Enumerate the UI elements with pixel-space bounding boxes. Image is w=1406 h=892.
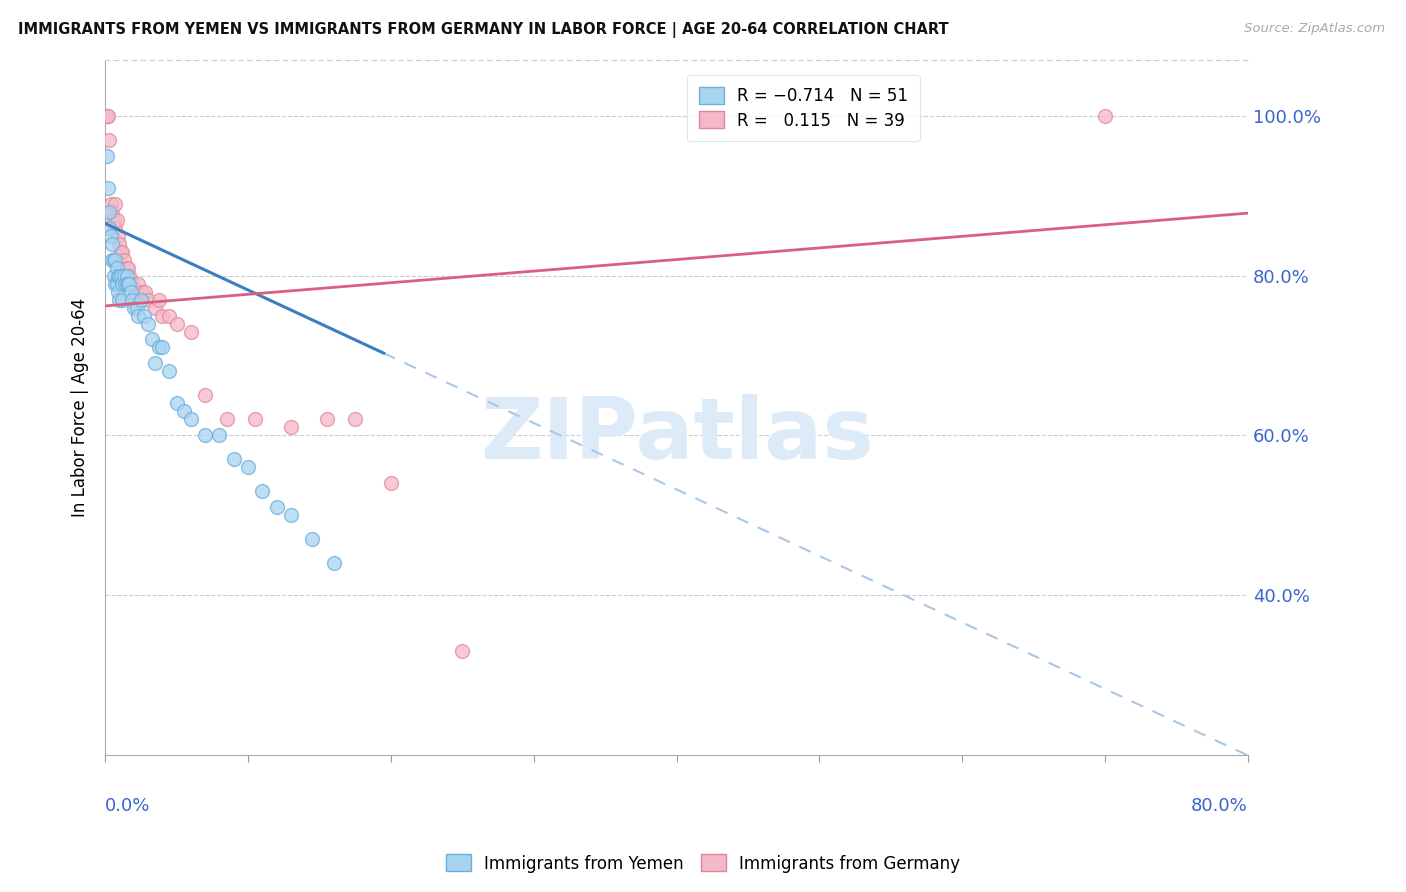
Point	[96, 148, 118, 162]
Point	[111, 244, 134, 259]
Point	[103, 212, 125, 227]
Point	[136, 317, 159, 331]
Point	[134, 285, 156, 299]
Point	[194, 388, 217, 402]
Point	[451, 644, 474, 658]
Point	[315, 412, 337, 426]
Legend: R = −0.714   N = 51, R =   0.115   N = 39: R = −0.714 N = 51, R = 0.115 N = 39	[688, 75, 920, 141]
Point	[132, 309, 155, 323]
Point	[108, 293, 131, 307]
Point	[344, 412, 367, 426]
Point	[115, 277, 138, 291]
Point	[127, 309, 149, 323]
Point	[173, 404, 195, 418]
Point	[180, 412, 202, 426]
Point	[243, 412, 266, 426]
Point	[110, 268, 132, 283]
Point	[98, 204, 121, 219]
Point	[166, 317, 188, 331]
Point	[104, 196, 127, 211]
Point	[103, 252, 125, 267]
Point	[107, 268, 129, 283]
Point	[97, 109, 120, 123]
Point	[118, 268, 141, 283]
Point	[105, 277, 128, 291]
Point	[111, 277, 134, 291]
Text: ZIPatlas: ZIPatlas	[479, 393, 873, 477]
Point	[159, 309, 181, 323]
Point	[143, 357, 166, 371]
Point	[97, 180, 120, 194]
Point	[252, 484, 274, 499]
Point	[115, 268, 138, 283]
Point	[108, 268, 131, 283]
Point	[208, 428, 231, 442]
Point	[380, 476, 402, 491]
Point	[100, 196, 122, 211]
Text: 80.0%: 80.0%	[1191, 797, 1249, 815]
Point	[100, 228, 122, 243]
Point	[222, 452, 245, 467]
Legend: Immigrants from Yemen, Immigrants from Germany: Immigrants from Yemen, Immigrants from G…	[439, 847, 967, 880]
Point	[103, 268, 125, 283]
Point	[121, 277, 143, 291]
Point	[150, 309, 173, 323]
Point	[129, 293, 152, 307]
Point	[194, 428, 217, 442]
Point	[215, 412, 238, 426]
Point	[96, 109, 118, 123]
Point	[121, 293, 143, 307]
Point	[127, 277, 149, 291]
Text: 0.0%: 0.0%	[105, 797, 150, 815]
Point	[117, 260, 139, 275]
Text: Source: ZipAtlas.com: Source: ZipAtlas.com	[1244, 22, 1385, 36]
Point	[141, 333, 163, 347]
Point	[301, 533, 323, 547]
Point	[148, 293, 170, 307]
Point	[112, 252, 135, 267]
Point	[101, 252, 124, 267]
Point	[114, 277, 136, 291]
Point	[104, 277, 127, 291]
Point	[107, 285, 129, 299]
Point	[322, 557, 344, 571]
Point	[108, 236, 131, 251]
Point	[107, 228, 129, 243]
Point	[115, 260, 138, 275]
Point	[104, 252, 127, 267]
Point	[98, 132, 121, 146]
Point	[112, 268, 135, 283]
Point	[96, 109, 118, 123]
Point	[118, 277, 141, 291]
Point	[111, 293, 134, 307]
Text: IMMIGRANTS FROM YEMEN VS IMMIGRANTS FROM GERMANY IN LABOR FORCE | AGE 20-64 CORR: IMMIGRANTS FROM YEMEN VS IMMIGRANTS FROM…	[18, 22, 949, 38]
Point	[143, 301, 166, 315]
Point	[266, 500, 288, 515]
Point	[117, 277, 139, 291]
Point	[280, 508, 302, 523]
Point	[236, 460, 259, 475]
Y-axis label: In Labor Force | Age 20-64: In Labor Force | Age 20-64	[72, 298, 89, 517]
Point	[159, 364, 181, 378]
Point	[125, 301, 148, 315]
Point	[166, 396, 188, 410]
Point	[150, 341, 173, 355]
Point	[105, 260, 128, 275]
Point	[122, 301, 145, 315]
Point	[104, 220, 127, 235]
Point	[120, 285, 142, 299]
Point	[131, 285, 153, 299]
Point	[101, 236, 124, 251]
Point	[98, 220, 121, 235]
Point	[101, 204, 124, 219]
Point	[105, 212, 128, 227]
Point	[124, 285, 146, 299]
Point	[180, 325, 202, 339]
Point	[148, 341, 170, 355]
Point	[110, 244, 132, 259]
Point	[280, 420, 302, 434]
Point	[1094, 109, 1116, 123]
Point	[136, 293, 159, 307]
